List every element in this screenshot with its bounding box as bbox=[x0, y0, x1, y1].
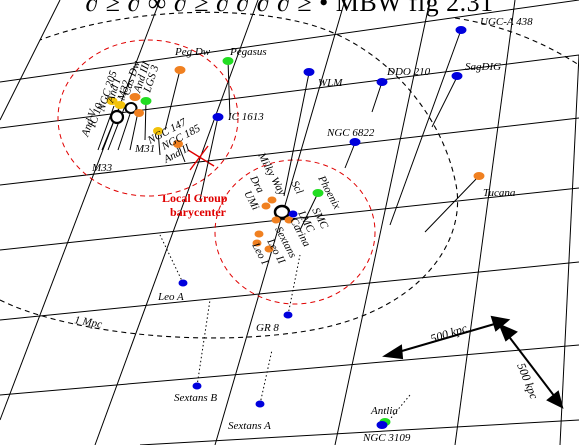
galaxy-m32 bbox=[124, 102, 138, 114]
galaxy-leo2 bbox=[264, 245, 274, 253]
galaxy-scl bbox=[271, 216, 281, 224]
galaxy-peg-dw bbox=[174, 66, 186, 74]
galaxy-umi bbox=[261, 202, 271, 210]
scale-arrows bbox=[382, 315, 564, 409]
label-pegasus: Pegasus bbox=[229, 46, 267, 58]
label-sagdig: SagDIG bbox=[465, 61, 501, 73]
figure-caption: ∂ ≥ ∂ ∞ ∂ ≥ ∂ ∂ ∂ ∂ ≥ • MBW fig 2.31 bbox=[85, 0, 494, 17]
galaxy-lgs3 bbox=[140, 97, 152, 105]
label-lg-barycenter-line1: Local Group bbox=[162, 191, 228, 205]
label-1mpc: 1 Mpc bbox=[73, 314, 103, 331]
galaxy-ngc3109 bbox=[376, 421, 388, 429]
galaxy-pegasus bbox=[222, 57, 234, 65]
galaxy-pins bbox=[97, 29, 480, 233]
galaxy-sextans bbox=[252, 239, 262, 247]
galaxy-ddo210 bbox=[376, 78, 388, 86]
label-sextans-b: Sextans B bbox=[174, 392, 217, 404]
label-ngc3109: NGC 3109 bbox=[362, 432, 411, 444]
galaxy-points bbox=[106, 26, 485, 429]
galaxy-phoenix bbox=[312, 189, 324, 197]
label-wlm: WLM bbox=[318, 77, 343, 89]
galaxy-sextans-a bbox=[255, 400, 265, 408]
label-ic1613: IC 1613 bbox=[227, 111, 264, 123]
galaxy-m31 bbox=[109, 109, 125, 125]
galaxy-milky-way bbox=[273, 204, 291, 220]
dotted-pins bbox=[159, 234, 411, 425]
galaxy-wlm bbox=[303, 68, 315, 76]
galaxy-gr8 bbox=[283, 311, 293, 319]
label-m33: M33 bbox=[91, 162, 113, 174]
galaxy-ngc6822 bbox=[349, 138, 361, 146]
label-scl: Scl bbox=[288, 179, 305, 197]
label-ngc6822: NGC 6822 bbox=[326, 127, 375, 139]
galaxy-and2 bbox=[173, 140, 183, 148]
label-ugca438: UGC-A 438 bbox=[480, 16, 533, 28]
galaxy-tucana bbox=[473, 172, 485, 180]
galaxy-ic1613 bbox=[212, 113, 224, 121]
galaxy-sagdig bbox=[451, 72, 463, 80]
label-500kpc-diagonal: 500 kpc bbox=[514, 361, 541, 402]
galaxy-smc bbox=[284, 216, 294, 224]
galaxy-ic10 bbox=[106, 97, 118, 105]
label-leo-a: Leo A bbox=[157, 291, 184, 303]
galaxy-and1 bbox=[114, 101, 126, 109]
galaxy-dra bbox=[267, 196, 277, 204]
label-gr8: GR 8 bbox=[256, 322, 279, 334]
barycenter-marker bbox=[187, 145, 215, 171]
galaxy-ngc185 bbox=[153, 127, 163, 135]
galaxy-sextans-b bbox=[192, 382, 202, 390]
galaxy-ugca438 bbox=[455, 26, 467, 34]
galaxy-ngc147 bbox=[134, 109, 144, 117]
label-m31: M31 bbox=[134, 143, 155, 155]
galaxy-lmc bbox=[288, 210, 298, 218]
label-lg-barycenter-line2: barycenter bbox=[170, 205, 227, 219]
distance-circles bbox=[0, 11, 579, 339]
label-ddo210: DDO 210 bbox=[386, 66, 431, 78]
label-antlia: Antlia bbox=[370, 405, 398, 417]
galaxy-carina bbox=[254, 230, 264, 238]
label-tucana: Tucana bbox=[483, 187, 516, 199]
label-500kpc-horizontal: 500 kpc bbox=[429, 321, 470, 346]
label-sextans-a: Sextans A bbox=[228, 420, 271, 432]
galaxy-leo-a bbox=[178, 279, 188, 287]
label-peg-dw: Peg Dw bbox=[174, 46, 211, 58]
galaxy-and3 bbox=[129, 93, 141, 101]
